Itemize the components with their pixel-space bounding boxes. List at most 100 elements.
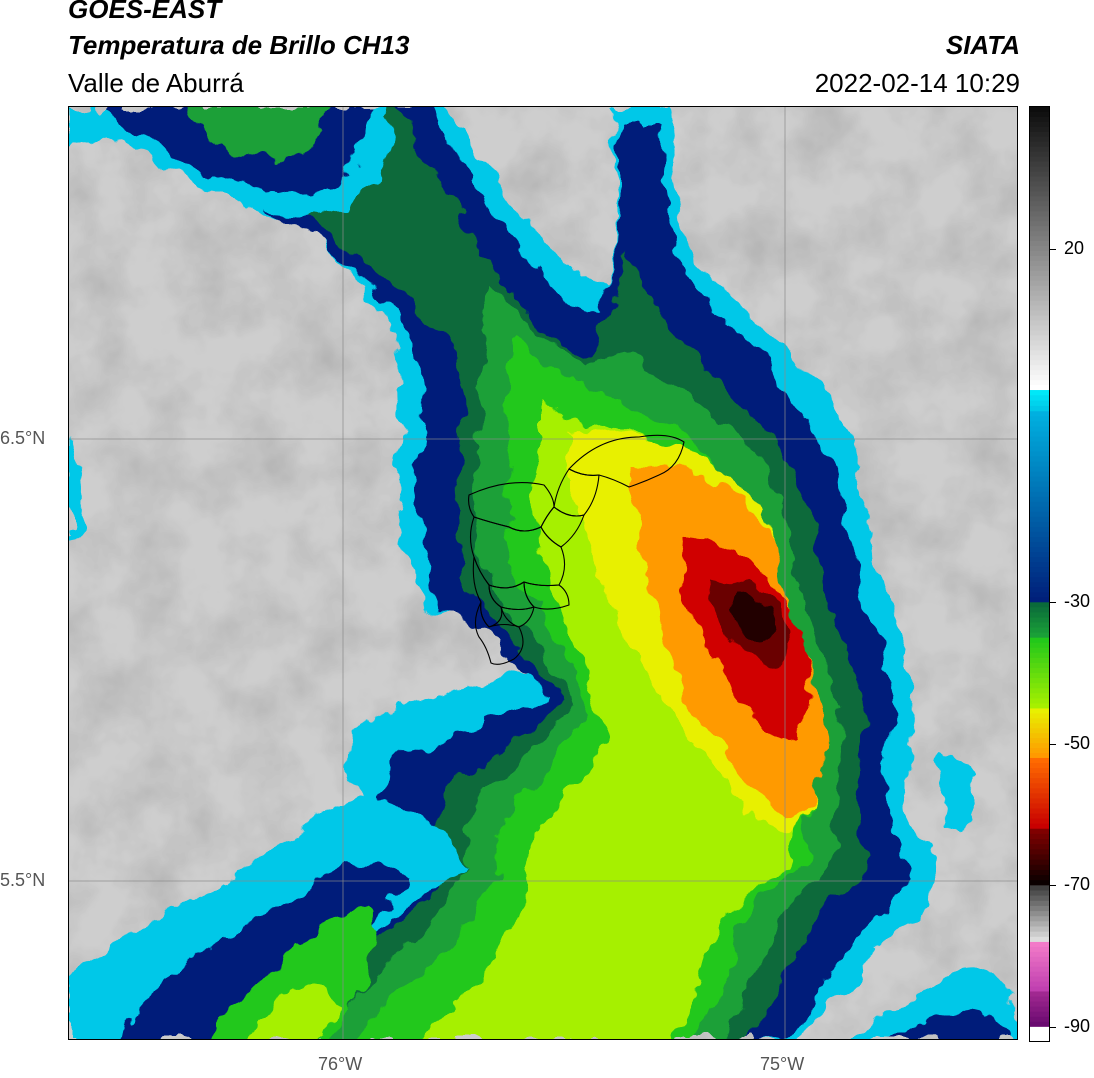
colorbar-step-1-2 xyxy=(1030,400,1049,407)
colorbar-step-2-28 xyxy=(1030,552,1049,558)
colorbar-step-2-15 xyxy=(1030,486,1049,493)
colorbar-step-9-4 xyxy=(1030,961,1049,968)
colorbar-step-7-4 xyxy=(1030,849,1049,856)
colorbar-step-10-1 xyxy=(1030,996,1049,1003)
colorbar-step-8-8 xyxy=(1030,926,1049,933)
colorbar-step-0-20 xyxy=(1030,206,1049,212)
colorbar-step-0-27 xyxy=(1030,241,1049,247)
colorbar-step-2-18 xyxy=(1030,501,1049,508)
colorbar-step-0-8 xyxy=(1030,146,1049,153)
colorbar-step-10-0 xyxy=(1030,991,1049,998)
colorbar-step-0-41 xyxy=(1030,310,1049,317)
colorbar-step-2-3 xyxy=(1030,426,1049,432)
colorbar-step-0-22 xyxy=(1030,216,1049,222)
colorbar-step-2-4 xyxy=(1030,431,1049,437)
colorbar-step-6-12 xyxy=(1030,818,1049,825)
colorbar-step-7-5 xyxy=(1030,854,1049,861)
colorbar-step-8-9 xyxy=(1030,931,1049,938)
colorbar-step-0-38 xyxy=(1030,295,1049,302)
southeast-cloud-band xyxy=(892,1010,1009,1039)
colorbar-step-0-7 xyxy=(1030,141,1049,148)
colorbar-step-0-25 xyxy=(1030,231,1049,237)
colorbar-step-0-49 xyxy=(1030,350,1049,356)
colorbar-step-5-5 xyxy=(1030,733,1049,739)
colorbar-step-0-48 xyxy=(1030,345,1049,351)
colorbar-step-6-3 xyxy=(1030,773,1049,779)
lon-label-76: 76°W xyxy=(318,1054,363,1074)
colorbar-step-2-9 xyxy=(1030,456,1049,463)
colorbar-step-7-7 xyxy=(1030,864,1049,871)
southwest-cloud-band xyxy=(110,862,409,1039)
colorbar-step-0-16 xyxy=(1030,186,1049,193)
region-subtitle: Valle de Aburrá xyxy=(68,68,244,98)
colorbar-tick xyxy=(1050,602,1056,604)
colorbar-step-0-46 xyxy=(1030,335,1049,341)
colorbar-step-3-3 xyxy=(1030,617,1049,624)
colorbar-step-4-5 xyxy=(1030,662,1049,669)
colorbar-step-2-30 xyxy=(1030,562,1049,568)
colorbar-step-0-31 xyxy=(1030,260,1049,267)
colorbar-step-0-30 xyxy=(1030,255,1049,262)
source-label: SIATA xyxy=(945,30,1020,60)
colorbar-step-4-10 xyxy=(1030,688,1049,694)
colorbar-step-2-26 xyxy=(1030,541,1049,548)
colorbar-tick xyxy=(1050,248,1056,250)
colorbar-step-2-14 xyxy=(1030,481,1049,488)
colorbar-step-2-10 xyxy=(1030,461,1049,468)
colorbar-step-6-0 xyxy=(1030,757,1049,764)
colorbar-tick xyxy=(1050,1026,1056,1028)
east-edge-cloud xyxy=(935,747,979,827)
colorbar-step-4-13 xyxy=(1030,703,1049,710)
colorbar-step-0-5 xyxy=(1030,131,1049,138)
colorbar-step-6-9 xyxy=(1030,803,1049,810)
colorbar-step-9-0 xyxy=(1030,941,1049,948)
colorbar-step-0-13 xyxy=(1030,171,1049,178)
municipal-boundaries xyxy=(468,434,685,665)
colorbar-step-7-9 xyxy=(1030,875,1049,881)
colorbar-step-0-28 xyxy=(1030,246,1049,252)
colorbar-step-0-45 xyxy=(1030,330,1049,337)
colorbar-step-0-10 xyxy=(1030,156,1049,163)
colorbar-step-10-4 xyxy=(1030,1011,1049,1018)
colorbar-step-0-55 xyxy=(1030,380,1049,386)
colorbar-step-2-27 xyxy=(1030,547,1049,553)
colorbar-step-0-37 xyxy=(1030,290,1049,297)
colorbar-step-2-11 xyxy=(1030,466,1049,473)
colorbar-step-9-6 xyxy=(1030,971,1049,978)
colorbar-step-7-6 xyxy=(1030,859,1049,866)
colorbar-step-0-29 xyxy=(1030,250,1049,257)
colorbar-step-8-3 xyxy=(1030,900,1049,907)
colorbar-step-0-9 xyxy=(1030,151,1049,158)
colorbar-step-11-2 xyxy=(1030,1036,1049,1042)
colorbar-step-3-1 xyxy=(1030,607,1049,614)
colorbar-step-0-39 xyxy=(1030,300,1049,307)
colorbar-step-2-23 xyxy=(1030,526,1049,533)
colorbar-step-7-8 xyxy=(1030,869,1049,876)
colorbar-step-2-2 xyxy=(1030,421,1049,427)
colorbar-step-0-0 xyxy=(1030,107,1049,113)
colorbar-label: -30 xyxy=(1064,591,1091,612)
colorbar-step-8-0 xyxy=(1030,885,1049,892)
colorbar-step-0-35 xyxy=(1030,280,1049,287)
colorbar-step-10-5 xyxy=(1030,1016,1049,1023)
colorbar-step-2-33 xyxy=(1030,577,1049,583)
municipality-caldas xyxy=(474,601,524,665)
colorbar-step-7-0 xyxy=(1030,828,1049,835)
lat-label-5-5: 5.5°N xyxy=(0,870,46,890)
timestamp: 2022-02-14 10:29 xyxy=(814,68,1020,98)
colorbar-step-0-52 xyxy=(1030,365,1049,371)
colorbar-step-0-53 xyxy=(1030,370,1049,376)
colorbar-step-3-2 xyxy=(1030,612,1049,619)
colorbar-step-3-4 xyxy=(1030,622,1049,629)
colorbar-step-4-12 xyxy=(1030,698,1049,704)
colorbar-step-11-0 xyxy=(1030,1026,1049,1033)
colorbar-step-5-9 xyxy=(1030,753,1049,759)
colorbar-step-6-6 xyxy=(1030,788,1049,794)
colorbar-step-4-6 xyxy=(1030,668,1049,674)
colorbar-step-5-8 xyxy=(1030,748,1049,754)
lon-label-75: 75°W xyxy=(760,1054,805,1074)
colorbar-step-0-6 xyxy=(1030,136,1049,143)
colorbar-step-2-19 xyxy=(1030,506,1049,513)
colorbar-step-4-11 xyxy=(1030,693,1049,699)
colorbar-step-2-29 xyxy=(1030,557,1049,563)
